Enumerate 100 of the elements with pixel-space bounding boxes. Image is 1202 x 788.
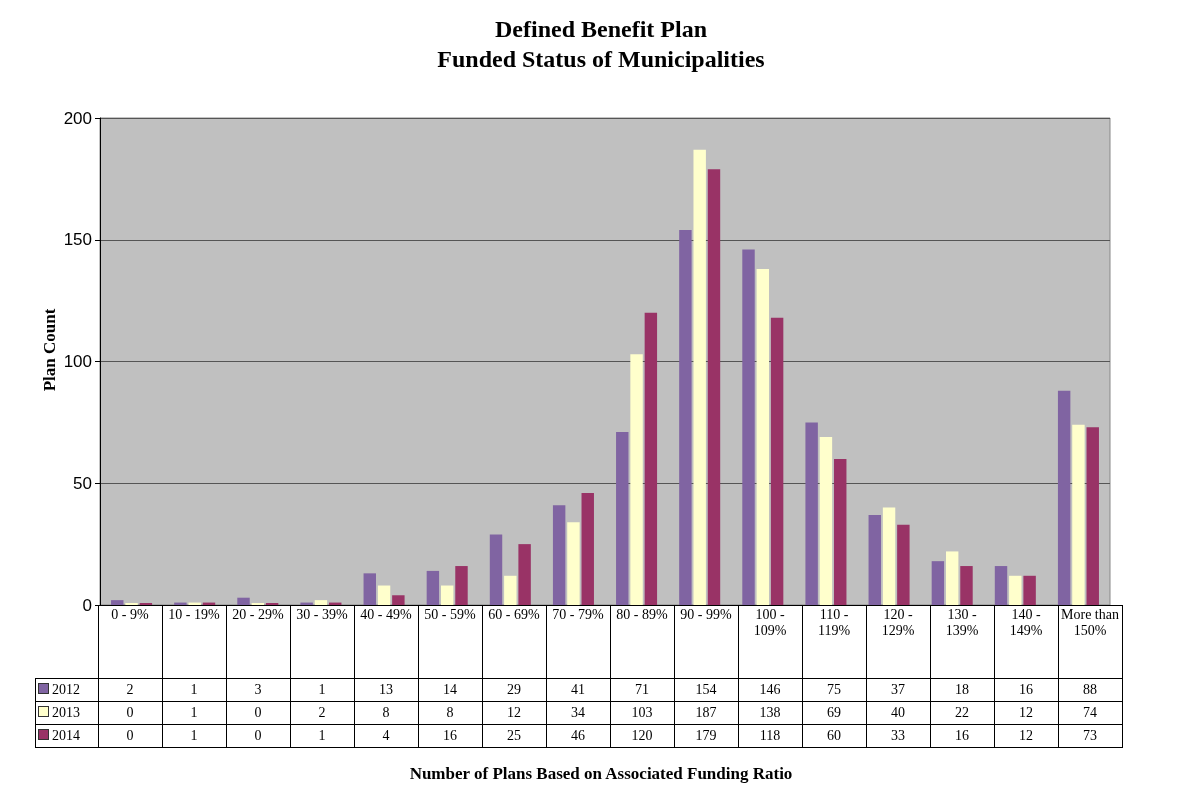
data-label: 1 [162,724,226,748]
bar [931,561,945,605]
x-tick-label: 120 - 129% [866,605,930,679]
bar [552,505,566,605]
x-tick-label: 110 - 119% [802,605,866,679]
x-tick-label: 140 - 149% [994,605,1058,679]
data-label: 12 [994,724,1058,748]
bar [581,492,594,605]
chart-title: Defined Benefit Plan Funded Status of Municipalities [436,15,766,74]
data-label: 14 [418,678,482,702]
bar [707,169,721,605]
data-label: 138 [738,701,802,725]
data-label: 0 [226,701,290,725]
y-tick-label: 0 [82,595,92,615]
bar [679,230,692,605]
data-label: 34 [546,701,610,725]
data-label: 118 [738,724,802,748]
x-tick-label: 0 - 9% [98,605,162,679]
bar [363,573,376,605]
data-label: 40 [866,701,930,725]
y-tick-label: 50 [73,473,92,493]
bar [518,544,531,605]
data-label: 146 [738,678,802,702]
bar [1057,390,1071,605]
data-label: 8 [354,701,418,725]
data-label: 73 [1058,724,1122,748]
data-label: 0 [226,724,290,748]
data-label: 16 [930,724,994,748]
data-label: 154 [674,678,738,702]
data-label: 0 [98,701,162,725]
bar [1023,575,1036,605]
bar [770,317,784,605]
data-label: 0 [98,724,162,748]
data-label: 179 [674,724,738,748]
data-label: 1 [162,701,226,725]
x-tick-label: 30 - 39% [290,605,354,679]
bar [392,595,405,605]
bar [111,600,124,605]
bar [897,524,910,605]
bar [440,585,454,605]
y-tick-label: 100 [63,352,92,371]
legend-label: 2013 [35,701,98,725]
data-label: 12 [994,701,1058,725]
data-label: 37 [866,678,930,702]
bar [314,600,328,605]
bar [455,566,468,605]
legend-label: 2014 [35,724,98,748]
x-tick-label: 10 - 19% [162,605,226,679]
x-tick-label: 70 - 79% [546,605,610,679]
data-label: 3 [226,678,290,702]
bar [834,458,847,605]
x-tick-label: More than 150% [1058,605,1122,679]
data-label: 13 [354,678,418,702]
data-label: 1 [290,724,354,748]
bar [945,551,959,605]
bar [994,566,1008,605]
legend-label: 2012 [35,678,98,702]
data-label: 187 [674,701,738,725]
data-label: 69 [802,701,866,725]
data-label: 25 [482,724,546,748]
bar [504,575,517,605]
y-tick-label: 150 [63,230,92,250]
data-label: 1 [162,678,226,702]
data-label: 46 [546,724,610,748]
y-axis-title: Plan Count [40,307,60,394]
y-tick-label: 200 [63,108,92,128]
bar [426,570,440,605]
data-label: 88 [1058,678,1122,702]
data-label: 71 [610,678,674,702]
data-label: 2 [98,678,162,702]
bar [868,514,881,605]
x-tick-label: 100 - 109% [738,605,802,679]
bar [630,354,643,605]
bar [756,268,770,605]
bar [960,566,973,605]
bar [489,534,503,605]
bar [805,422,818,605]
bar [567,522,580,605]
bar [882,507,896,605]
data-label: 16 [994,678,1058,702]
data-label: 103 [610,701,674,725]
x-tick-label: 60 - 69% [482,605,546,679]
x-tick-label: 130 - 139% [930,605,994,679]
data-label: 60 [802,724,866,748]
x-tick-label: 50 - 59% [418,605,482,679]
data-label: 2 [290,701,354,725]
bar [1086,427,1099,605]
data-label: 4 [354,724,418,748]
bar [616,432,629,605]
bar [377,585,391,605]
data-label: 74 [1058,701,1122,725]
data-label: 33 [866,724,930,748]
x-tick-label: 80 - 89% [610,605,674,679]
x-tick-label: 40 - 49% [354,605,418,679]
data-label: 18 [930,678,994,702]
bar [644,312,658,605]
bar [742,249,755,605]
text: Number of Plans Based on Associated Funding Ratio [408,764,794,784]
bar [1072,424,1085,605]
data-label: 29 [482,678,546,702]
